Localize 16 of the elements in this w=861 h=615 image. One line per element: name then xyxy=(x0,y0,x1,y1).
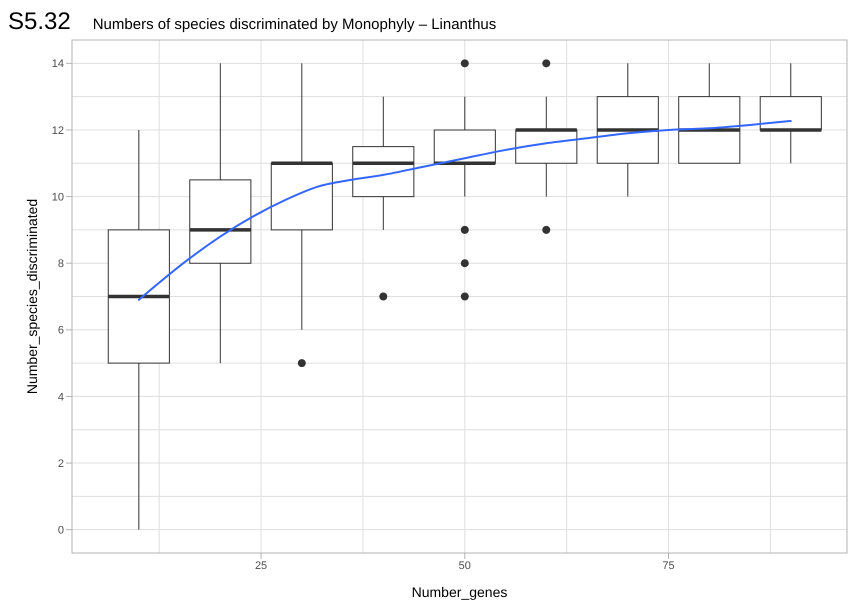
y-tick-label: 10 xyxy=(52,191,64,204)
y-tick-label: 4 xyxy=(58,391,64,404)
y-tick-label: 0 xyxy=(58,524,64,537)
x-tick-label: 25 xyxy=(254,560,268,572)
chart-title: Numbers of species discriminated by Monophyly – Linanthus xyxy=(92,16,496,33)
y-axis-title: Number_species_discriminated xyxy=(24,198,40,394)
y-tick-label: 2 xyxy=(58,458,64,470)
text: S5.32 xyxy=(8,8,71,36)
y-tick-label: 14 xyxy=(52,58,64,70)
y-tick-label: 12 xyxy=(52,124,64,137)
y-tick-label: 6 xyxy=(58,324,64,337)
line-series xyxy=(138,120,792,301)
x-tick-label: 50 xyxy=(458,560,471,572)
x-tick-label: 75 xyxy=(662,560,675,572)
x-axis-title: Number_genes xyxy=(412,584,508,600)
y-tick-label: 8 xyxy=(58,258,64,270)
